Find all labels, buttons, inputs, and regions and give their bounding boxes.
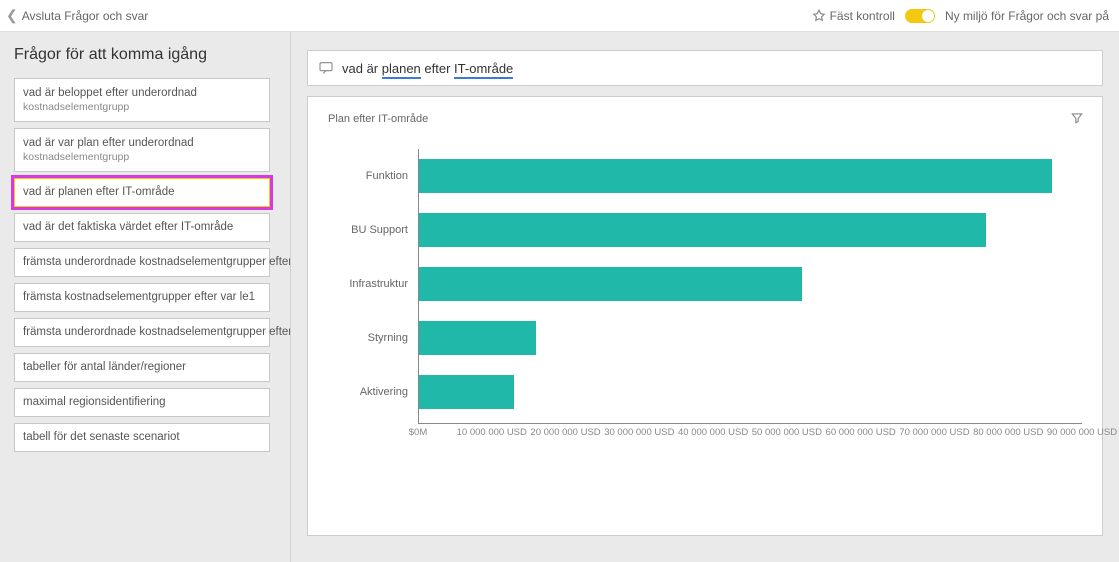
question-card[interactable]: vad är beloppet efter underordnadkostnad… <box>14 78 270 122</box>
content-area: vad är planen efter IT-område Plan efter… <box>290 32 1119 562</box>
x-axis-ticks: $0M10 000 000 USD20 000 000 USD30 000 00… <box>418 427 1082 443</box>
pin-icon <box>812 9 826 23</box>
question-main: tabeller för antal länder/regioner <box>23 360 261 375</box>
chart-title: Plan efter IT-område <box>308 97 1102 133</box>
question-main: vad är planen efter IT-område <box>23 185 261 200</box>
y-axis-label: Infrastruktur <box>349 278 408 290</box>
question-main: vad är beloppet efter underordnad <box>23 86 261 101</box>
bar[interactable] <box>418 321 536 355</box>
bar[interactable] <box>418 159 1052 193</box>
x-axis-tick: 30 000 000 USD <box>604 427 674 438</box>
y-axis-label: Aktivering <box>360 386 408 398</box>
question-card[interactable]: främsta kostnadselementgrupper efter var… <box>14 283 270 312</box>
pin-control-label: Fäst kontroll <box>830 9 895 23</box>
chevron-left-icon: ❮ <box>6 7 18 24</box>
question-main: främsta kostnadselementgrupper efter var… <box>23 290 261 305</box>
bar[interactable] <box>418 213 986 247</box>
bar-row <box>418 257 1082 311</box>
y-axis-line <box>418 149 419 423</box>
exit-qna-label: Avsluta Frågor och svar <box>22 9 149 23</box>
question-main: tabell för det senaste scenariot <box>23 430 261 445</box>
exit-qna-button[interactable]: ❮ Avsluta Frågor och svar <box>6 7 148 24</box>
bar-row <box>418 365 1082 419</box>
question-main: maximal regionsidentifiering <box>23 395 261 410</box>
question-card[interactable]: tabeller för antal länder/regioner <box>14 353 270 382</box>
env-toggle-label: Ny miljö för Frågor och svar på <box>945 9 1109 23</box>
x-axis-tick: $0M <box>409 427 427 438</box>
question-sub: kostnadselementgrupp <box>23 151 261 165</box>
query-text: vad är planen efter IT-område <box>342 61 513 76</box>
question-main: främsta underordnade kostnadselementgrup… <box>23 325 261 340</box>
x-axis-tick: 10 000 000 USD <box>457 427 527 438</box>
bar-row <box>418 149 1082 203</box>
env-toggle[interactable] <box>905 9 935 23</box>
y-axis-label: BU Support <box>351 224 408 236</box>
top-bar: ❮ Avsluta Frågor och svar Fäst kontroll … <box>0 0 1119 32</box>
question-sub: kostnadselementgrupp <box>23 101 261 115</box>
x-axis-tick: 70 000 000 USD <box>899 427 969 438</box>
bar-row <box>418 203 1082 257</box>
question-main: vad är var plan efter underordnad <box>23 136 261 151</box>
question-list: vad är beloppet efter underordnadkostnad… <box>14 78 280 452</box>
question-card[interactable]: främsta underordnade kostnadselementgrup… <box>14 248 270 277</box>
question-card[interactable]: vad är planen efter IT-område <box>14 178 270 207</box>
bar[interactable] <box>418 375 514 409</box>
query-keyword-1: planen <box>382 61 421 79</box>
question-main: vad är det faktiska värdet efter IT-områ… <box>23 220 261 235</box>
chat-icon <box>318 60 334 76</box>
question-card[interactable]: främsta underordnade kostnadselementgrup… <box>14 318 270 347</box>
pin-control-button[interactable]: Fäst kontroll <box>812 9 895 23</box>
bar-row <box>418 311 1082 365</box>
question-card[interactable]: maximal regionsidentifiering <box>14 388 270 417</box>
x-axis-tick: 20 000 000 USD <box>530 427 600 438</box>
bar[interactable] <box>418 267 802 301</box>
x-axis-tick: 80 000 000 USD <box>973 427 1043 438</box>
question-card[interactable]: vad är det faktiska värdet efter IT-områ… <box>14 213 270 242</box>
filter-icon[interactable] <box>1070 111 1084 128</box>
y-axis-labels: Funktion BU Support Infrastruktur Styrning A… <box>328 141 414 471</box>
y-axis-label: Styrning <box>368 332 408 344</box>
chart-panel: Plan efter IT-område Funktion BU Support I… <box>307 96 1103 536</box>
x-axis-line <box>418 423 1082 424</box>
chart-area: Funktion BU Support Infrastruktur Styrning A… <box>328 141 1082 495</box>
query-prefix: vad är <box>342 61 382 76</box>
y-axis-label: Funktion <box>366 170 408 182</box>
topbar-right: Fäst kontroll Ny miljö för Frågor och sv… <box>812 9 1109 23</box>
question-card[interactable]: tabell för det senaste scenariot <box>14 423 270 452</box>
x-axis-tick: 60 000 000 USD <box>826 427 896 438</box>
query-keyword-2: IT-område <box>454 61 513 79</box>
x-axis-tick: 40 000 000 USD <box>678 427 748 438</box>
question-card[interactable]: vad är var plan efter underordnadkostnad… <box>14 128 270 172</box>
query-input-bar[interactable]: vad är planen efter IT-område <box>307 50 1103 86</box>
query-mid: efter <box>421 61 454 76</box>
sidebar: Frågor för att komma igång vad är belopp… <box>0 32 290 562</box>
sidebar-heading: Frågor för att komma igång <box>14 46 280 64</box>
question-main: främsta underordnade kostnadselementgrup… <box>23 255 261 270</box>
x-axis-tick: 50 000 000 USD <box>752 427 822 438</box>
main-area: Frågor för att komma igång vad är belopp… <box>0 32 1119 562</box>
x-axis-tick: 90 000 000 USD <box>1047 427 1117 438</box>
plot-area <box>418 141 1082 471</box>
